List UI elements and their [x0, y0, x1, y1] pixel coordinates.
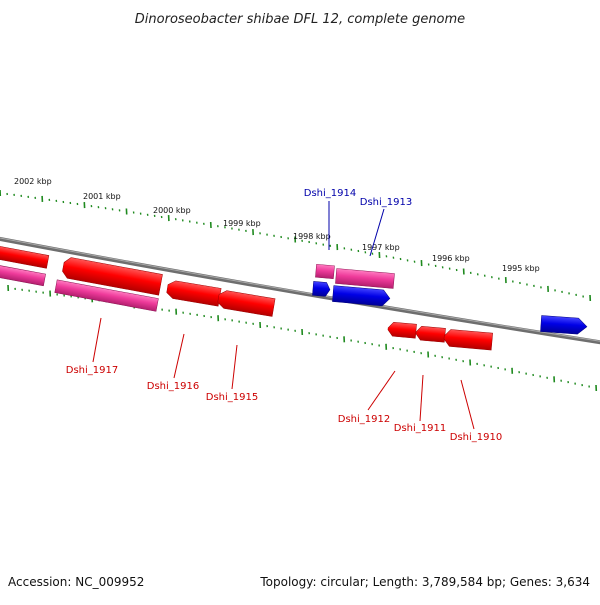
scale-label-2002: 2002 kbp: [14, 177, 52, 186]
gene-label-dshi-1912[interactable]: Dshi_1912: [338, 414, 390, 425]
gene-label-dshi-1916[interactable]: Dshi_1916: [147, 381, 199, 392]
leader-dshi-1912: [368, 371, 395, 410]
gene-feature-dshi-1913-arrow[interactable]: [332, 286, 390, 307]
gene-label-dshi-1915[interactable]: Dshi_1915: [206, 392, 258, 403]
scale-label-1998: 1998 kbp: [293, 232, 331, 241]
gene-label-dshi-1910[interactable]: Dshi_1910: [450, 432, 502, 443]
gene-feature-dshi-1913[interactable]: [335, 268, 394, 288]
gene-feature-dshi-1916[interactable]: [166, 280, 221, 307]
gene-label-dshi-1917[interactable]: Dshi_1917: [66, 365, 118, 376]
gene-feature-dshi-1910[interactable]: [443, 329, 492, 350]
gene-feature-dshi-1915[interactable]: [217, 290, 275, 317]
scale-label-1999: 1999 kbp: [223, 219, 261, 228]
label-leaders: [93, 201, 474, 429]
scale-label-1997: 1997 kbp: [362, 243, 400, 252]
leader-dshi-1910: [461, 380, 474, 429]
gene-features: [0, 245, 587, 350]
gene-feature-unlabeled-right[interactable]: [540, 316, 587, 335]
gene-feature-dshi-1914[interactable]: [315, 264, 334, 279]
scale-label-1995: 1995 kbp: [502, 264, 540, 273]
gene-feature-dshi-1914-arrow[interactable]: [312, 281, 330, 296]
leader-dshi-1917: [93, 318, 101, 362]
scale-label-2000: 2000 kbp: [153, 206, 191, 215]
leader-dshi-1915: [232, 345, 237, 389]
gene-label-dshi-1911[interactable]: Dshi_1911: [394, 423, 446, 434]
leader-dshi-1916: [174, 334, 184, 378]
gene-feature-unlabeled-left-lower[interactable]: [0, 264, 46, 286]
gene-feature-dshi-1911[interactable]: [415, 326, 445, 342]
accession-text: Accession: NC_009952: [8, 575, 144, 589]
leader-dshi-1911: [420, 375, 423, 421]
gene-label-dshi-1913[interactable]: Dshi_1913: [360, 197, 412, 208]
gene-label-dshi-1914[interactable]: Dshi_1914: [304, 188, 356, 199]
outer-tick-track: [0, 190, 590, 301]
map-title: Dinoroseobacter shibae DFL 12, complete …: [135, 12, 465, 27]
scale-label-2001: 2001 kbp: [83, 192, 121, 201]
genome-summary-text: Topology: circular; Length: 3,789,584 bp…: [259, 575, 590, 589]
scale-labels: 2002 kbp 2001 kbp 2000 kbp 1999 kbp 1998…: [14, 177, 540, 273]
scale-label-1996: 1996 kbp: [432, 254, 470, 263]
gene-feature-dshi-1912[interactable]: [387, 322, 416, 338]
